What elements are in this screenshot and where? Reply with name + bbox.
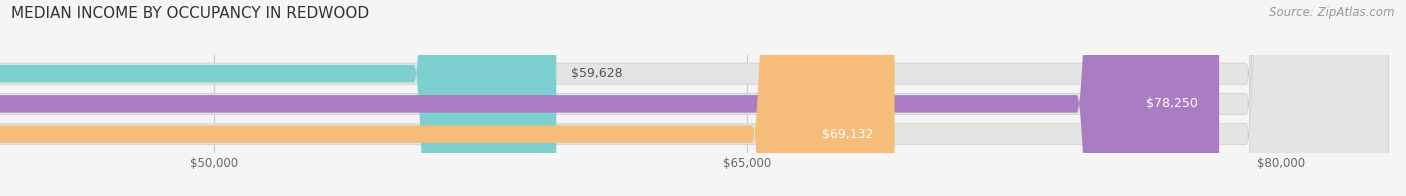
Text: $69,132: $69,132	[823, 128, 873, 141]
Text: Source: ZipAtlas.com: Source: ZipAtlas.com	[1270, 6, 1395, 19]
FancyBboxPatch shape	[0, 0, 557, 196]
FancyBboxPatch shape	[0, 0, 1219, 196]
Text: MEDIAN INCOME BY OCCUPANCY IN REDWOOD: MEDIAN INCOME BY OCCUPANCY IN REDWOOD	[11, 6, 370, 21]
Text: $59,628: $59,628	[571, 67, 621, 80]
Text: $78,250: $78,250	[1146, 97, 1198, 110]
FancyBboxPatch shape	[0, 0, 894, 196]
